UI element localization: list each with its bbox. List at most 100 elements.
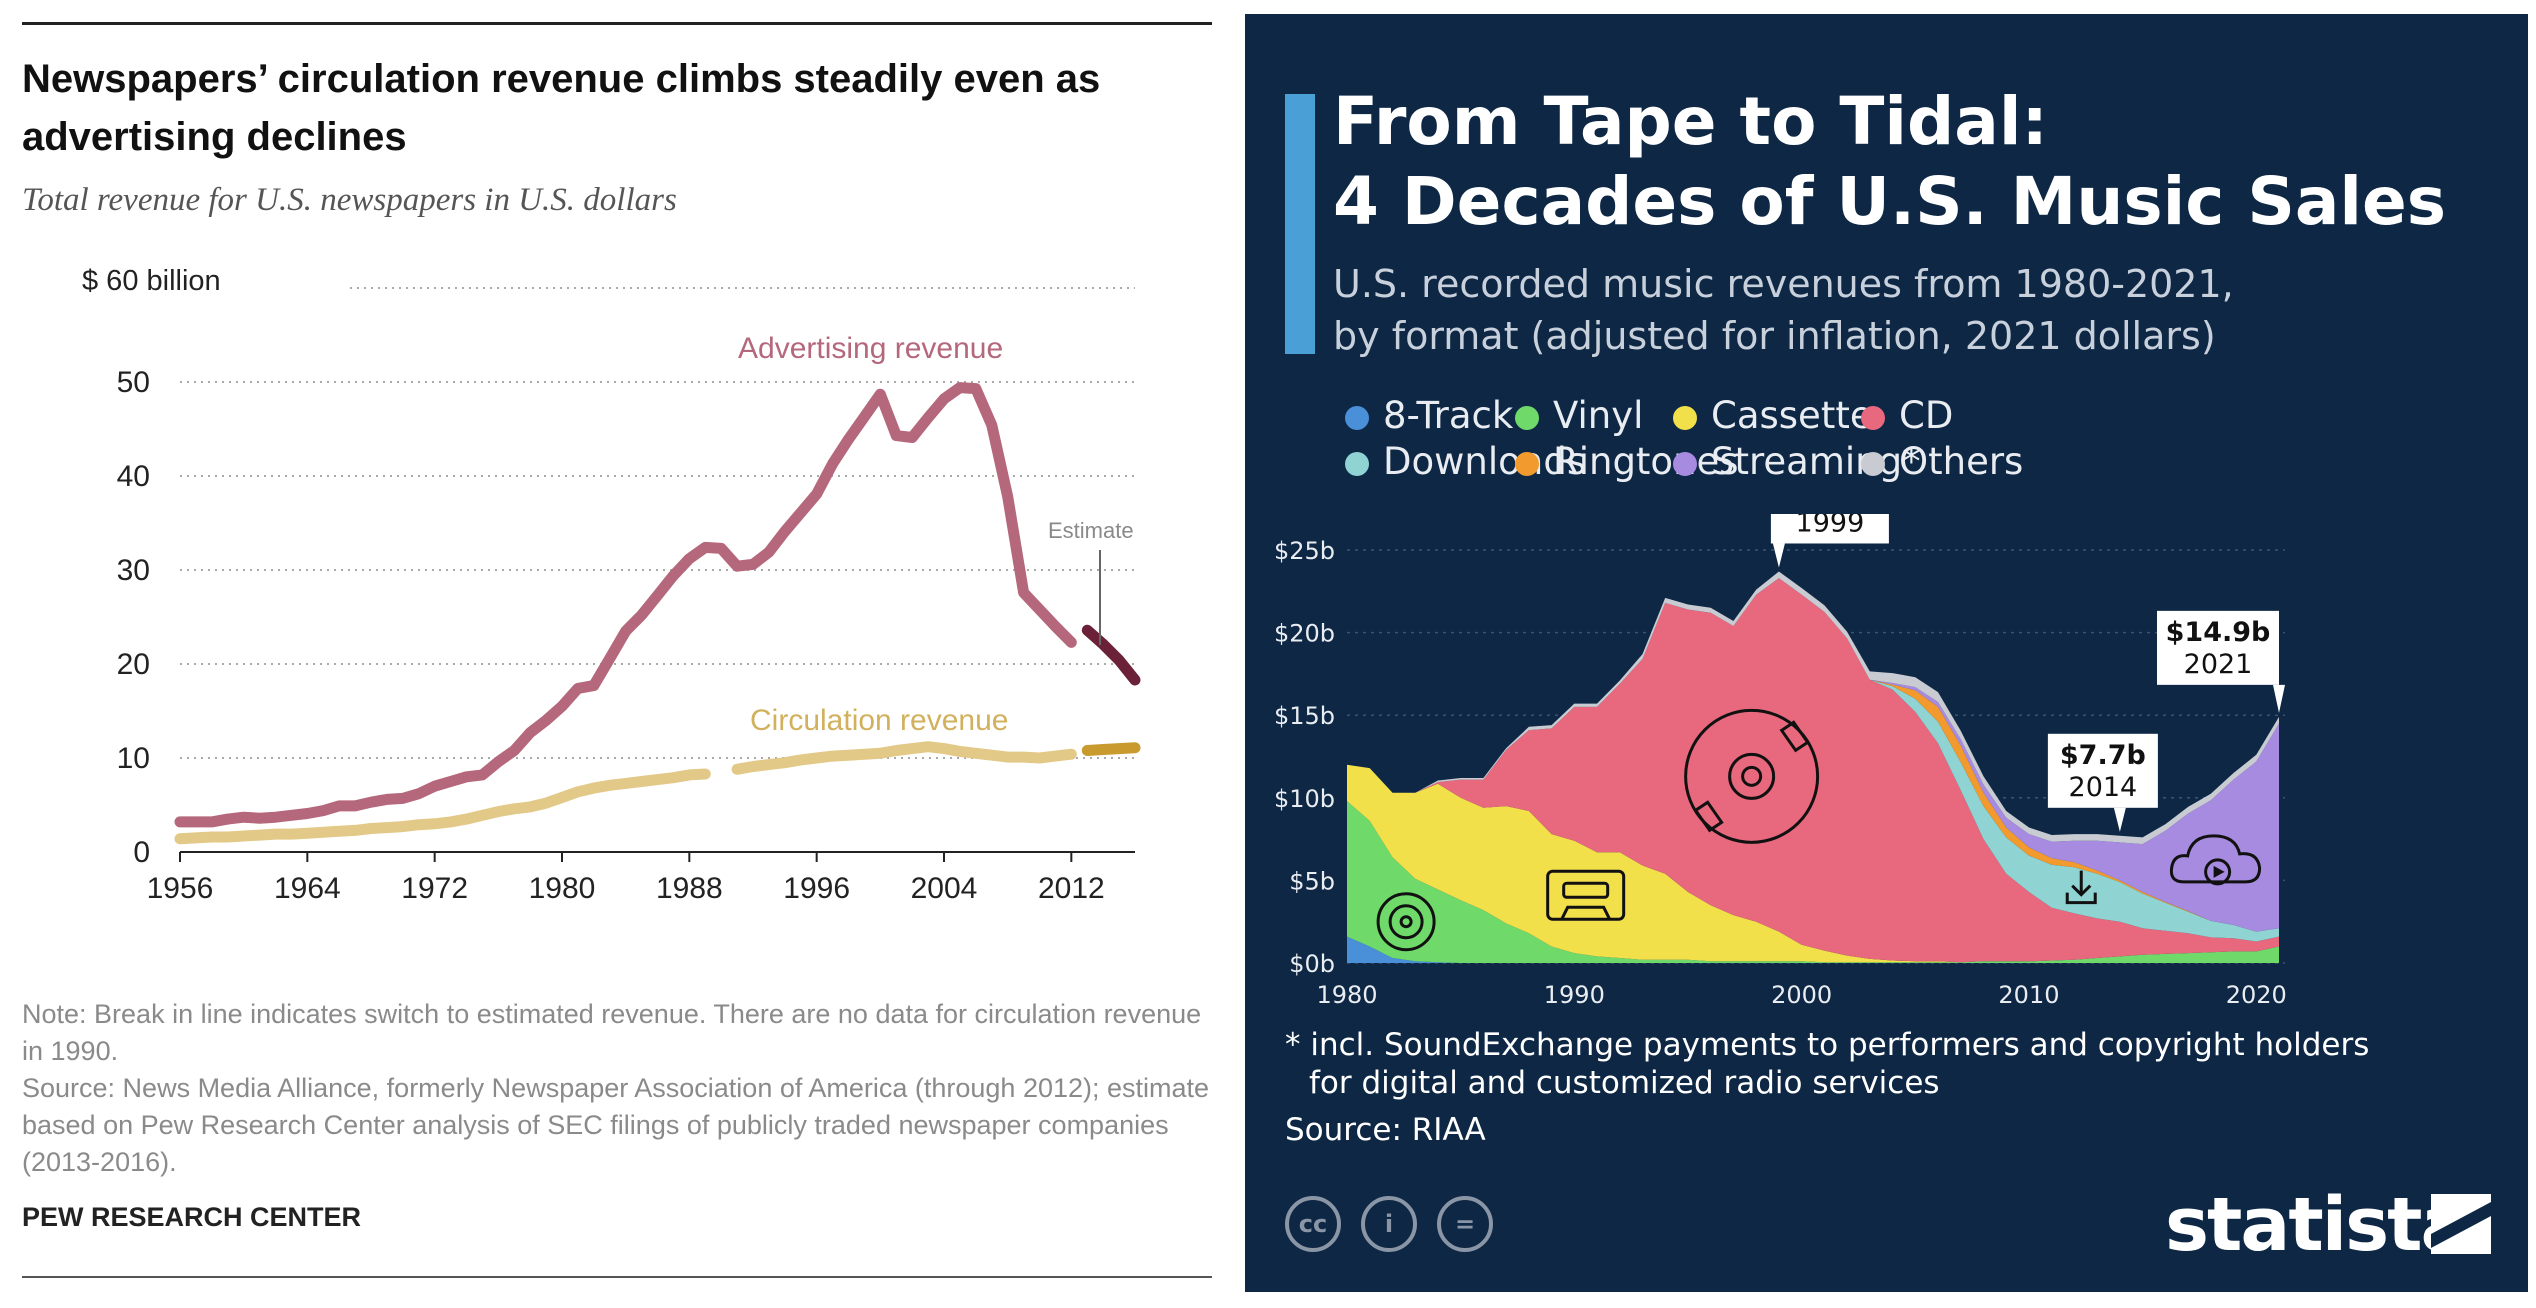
pew-x-tick-label: 1964 [274, 872, 341, 905]
statista-y-tick-label: $10b [1274, 785, 1335, 813]
callout-bg [2157, 610, 2279, 685]
statista-subtitle-line2: by format (adjusted for inflation, 2021 … [1333, 314, 2216, 358]
statista-y-tick-label: $0b [1289, 950, 1335, 978]
callout-year: 2021 [2184, 649, 2253, 680]
statista-footnote-line2: for digital and customized radio service… [1309, 1065, 1940, 1101]
statista-x-tick-label: 1990 [1544, 981, 1605, 1009]
legend-item: CD [1861, 394, 1953, 437]
play-triangle [2213, 865, 2225, 878]
statista-y-tick-label: $15b [1274, 702, 1335, 730]
statista-y-tick-label: $20b [1274, 620, 1335, 648]
cloud-shape [2169, 834, 2262, 884]
pew-x-tick-label: 1980 [529, 872, 596, 905]
top-rule [22, 22, 1212, 25]
pew-y-unit-label: $ 60 billion [82, 265, 221, 297]
pew-brand: PEW RESEARCH CENTER [22, 1202, 362, 1232]
statista-logo-mark-icon [2431, 1194, 2491, 1254]
statista-footnote-line1: * incl. SoundExchange payments to perfor… [1285, 1027, 2370, 1063]
legend-swatch [1345, 406, 1369, 430]
statista-title-line1: From Tape to Tidal: [1333, 83, 2048, 160]
legend-label: Downloads [1383, 440, 1587, 483]
legend-item: Downloads [1345, 440, 1586, 483]
area-cd [1347, 578, 2279, 963]
statista-title-line2: 4 Decades of U.S. Music Sales [1333, 163, 2447, 240]
pew-x-tick-label: 1972 [401, 872, 468, 905]
no-derivatives-icon[interactable]: = [1437, 1196, 1493, 1252]
pew-chart-panel: Newspapers’ circulation revenue climbs s… [0, 0, 1240, 1308]
statista-x-tick-label: 2000 [1771, 981, 1832, 1009]
statista-areas [1347, 571, 2279, 963]
callout-year: 1999 [1796, 514, 1865, 538]
statista-subtitle: U.S. recorded music revenues from 1980-2… [1333, 258, 2234, 362]
legend-swatch [1861, 452, 1885, 476]
area-vinyl [1347, 801, 2279, 963]
vinyl-icon [1376, 892, 1436, 952]
legend-item: Vinyl [1515, 394, 1643, 437]
callout-box: $23.7b1999 [1770, 514, 1889, 568]
legend-swatch [1345, 452, 1369, 476]
pew-y-tick-label: 30 [117, 554, 150, 587]
pew-x-tick-label: 1956 [147, 872, 214, 905]
advertising-line [174, 382, 1077, 828]
callout-bg [1770, 514, 1889, 544]
statista-subtitle-line1: U.S. recorded music revenues from 1980-2… [1333, 262, 2234, 306]
legend-label: 8-Track [1383, 394, 1514, 437]
pew-y-tick-label: 40 [117, 460, 150, 493]
callout-value: $14.9b [2166, 617, 2271, 648]
legend-label: Streaming* [1711, 440, 1921, 483]
title-accent-bar [1285, 94, 1315, 354]
legend-item: 8-Track [1345, 394, 1513, 437]
callout-pointer [2273, 684, 2285, 713]
legend-label: Ringtones [1553, 440, 1739, 483]
statista-x-tick-label: 2010 [1998, 981, 2059, 1009]
pew-x-tick-label: 2012 [1038, 872, 1105, 905]
cassette-window [1562, 881, 1610, 899]
pew-notes: Note: Break in line indicates switch to … [22, 996, 1222, 1181]
statista-title: From Tape to Tidal: 4 Decades of U.S. Mu… [1333, 82, 2446, 242]
attribution-icon[interactable]: i [1361, 1196, 1417, 1252]
pew-x-tick-label: 1996 [783, 872, 850, 905]
legend-item: Streaming* [1673, 440, 1921, 483]
legend-label: CD [1899, 394, 1954, 437]
cassette-base [1560, 905, 1612, 920]
legend-swatch [1673, 452, 1697, 476]
format-icons [1376, 708, 2262, 952]
cloud-play-icon [2169, 834, 2262, 886]
callout-pointer [2113, 807, 2126, 832]
cd-shine-2 [1693, 800, 1724, 833]
pew-y-tick-label: 0 [133, 836, 150, 869]
vinyl-center [1399, 915, 1413, 929]
statista-logo[interactable]: statista [2165, 1182, 2470, 1268]
pew-x-tick-label: 1988 [656, 872, 723, 905]
pew-y-ticks: 0 10 20 30 40 50 [117, 366, 150, 869]
callout-bg [2047, 733, 2158, 808]
cd-outer [1684, 708, 1820, 844]
statista-chart-panel: From Tape to Tidal: 4 Decades of U.S. Mu… [1245, 14, 2528, 1292]
area-cassette [1347, 764, 2279, 963]
pew-y-tick-label: 20 [117, 648, 150, 681]
callout-value: $7.7b [2060, 740, 2146, 771]
cd-icon [1684, 708, 1820, 844]
circulation-line-2 [731, 741, 1077, 775]
download-icon [2065, 870, 2097, 905]
bottom-rule [22, 1276, 1212, 1278]
creative-commons-icon[interactable]: cc [1285, 1196, 1341, 1252]
download-arrow [2065, 870, 2097, 905]
pew-series [174, 382, 1141, 845]
statista-x-tick-label: 2020 [2226, 981, 2287, 1009]
pew-y-tick-label: 10 [117, 742, 150, 775]
pew-source-text: Source: News Media Alliance, formerly Ne… [22, 1073, 1210, 1177]
pew-chart-subtitle: Total revenue for U.S. newspapers in U.S… [22, 182, 677, 218]
advertising-revenue-label: Advertising revenue [738, 332, 1003, 365]
statista-source: Source: RIAA [1285, 1112, 1486, 1148]
vinyl-outer [1376, 892, 1436, 952]
vinyl-groove [1388, 904, 1424, 940]
legend-label: Cassette [1711, 394, 1873, 437]
legend-swatch [1515, 452, 1539, 476]
cassette-icon [1546, 869, 1626, 921]
legend-swatch [1673, 406, 1697, 430]
statista-y-tick-label: $5b [1289, 867, 1335, 895]
